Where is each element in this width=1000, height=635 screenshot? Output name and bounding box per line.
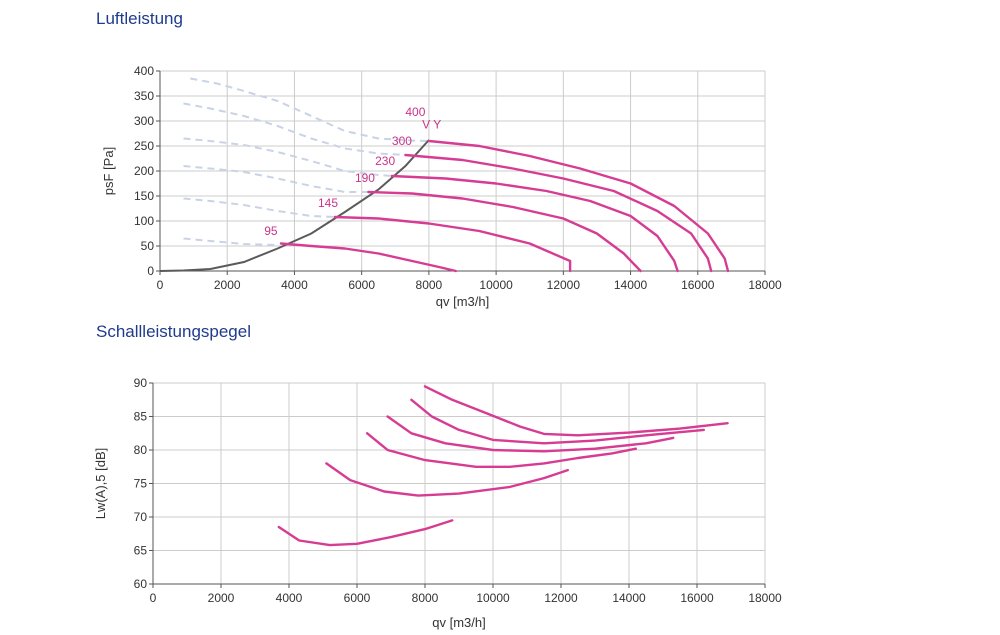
series-line-145: [325, 462, 569, 497]
schallleistung-chart: 0 2000 4000 6000 8000 10000 12000 14000 16000 180…: [93, 376, 782, 630]
dashed-operating-curve: [183, 137, 392, 177]
x-tick-label: 6000: [344, 591, 371, 605]
chart-title-luftleistung: Luftleistung: [96, 9, 183, 28]
x-tick-label: 18000: [748, 278, 782, 292]
series-line-400: [423, 385, 729, 437]
x-tick-label: 2000: [208, 591, 235, 605]
series-line-145: [333, 215, 572, 273]
series-line-95: [277, 519, 454, 547]
curve-annotation-label: V Y: [422, 118, 441, 132]
x-axis-label: qv [m3/h]: [432, 615, 485, 630]
series-line-300: [404, 153, 713, 273]
x-axis-label: qv [m3/h]: [436, 294, 489, 309]
y-tick-label: 300: [134, 114, 154, 128]
x-tick-label: 16000: [681, 278, 715, 292]
series-line-300: [410, 398, 705, 445]
dashed-operating-curve: [190, 77, 429, 142]
x-tick-label: 4000: [281, 278, 308, 292]
series-label-95: 95: [264, 224, 278, 238]
y-axis-label: Lw(A),5 [dB]: [93, 448, 108, 520]
x-tick-label: 12000: [544, 591, 578, 605]
dashed-operating-curve: [183, 197, 335, 218]
x-tick-label: 14000: [614, 278, 648, 292]
series-label-190: 190: [355, 171, 375, 185]
chart-title-schallleistungspegel: Schallleistungspegel: [96, 322, 251, 341]
y-tick-label: 0: [147, 264, 154, 278]
series-line-190: [367, 190, 642, 273]
x-tick-label: 10000: [479, 278, 513, 292]
x-tick-label: 16000: [680, 591, 714, 605]
dashed-operating-curve: [183, 102, 406, 156]
y-tick-label: 400: [134, 64, 154, 78]
dashed-operating-curve: [183, 165, 369, 193]
x-tick-label: 2000: [214, 278, 241, 292]
y-tick-label: 250: [134, 139, 154, 153]
x-tick-label: 18000: [748, 591, 782, 605]
y-tick-label: 50: [141, 239, 155, 253]
x-tick-label: 0: [150, 591, 157, 605]
x-tick-label: 14000: [612, 591, 646, 605]
y-tick-label: 65: [134, 544, 148, 558]
y-axis-label: psF [Pa]: [101, 147, 116, 195]
x-tick-label: 8000: [412, 591, 439, 605]
y-tick-label: 70: [134, 510, 148, 524]
y-tick-label: 80: [134, 443, 148, 457]
system-curve: [159, 139, 430, 272]
series-line-400: [427, 139, 730, 273]
x-tick-label: 6000: [348, 278, 375, 292]
y-tick-label: 200: [134, 164, 154, 178]
x-tick-label: 12000: [547, 278, 581, 292]
series-label-145: 145: [318, 196, 338, 210]
luftleistung-chart: 0 2000 4000 6000 8000 10000 12000 14000 16000 180…: [101, 64, 782, 309]
series-line-190: [366, 432, 637, 468]
y-tick-label: 75: [134, 477, 148, 491]
y-tick-label: 100: [134, 214, 154, 228]
y-tick-label: 150: [134, 189, 154, 203]
y-tick-label: 60: [134, 577, 148, 591]
y-tick-label: 350: [134, 89, 154, 103]
series-line-95: [279, 242, 457, 273]
series-line-230: [390, 174, 679, 273]
series-line-230: [386, 415, 675, 453]
x-tick-label: 10000: [476, 591, 510, 605]
series-label-400: 400: [405, 105, 425, 119]
dashed-operating-curve: [183, 237, 278, 246]
x-tick-label: 8000: [416, 278, 443, 292]
y-tick-label: 85: [134, 410, 148, 424]
series-label-300: 300: [392, 134, 412, 148]
x-tick-label: 0: [157, 278, 164, 292]
x-tick-label: 4000: [276, 591, 303, 605]
y-tick-label: 90: [134, 376, 148, 390]
series-label-230: 230: [375, 154, 395, 168]
